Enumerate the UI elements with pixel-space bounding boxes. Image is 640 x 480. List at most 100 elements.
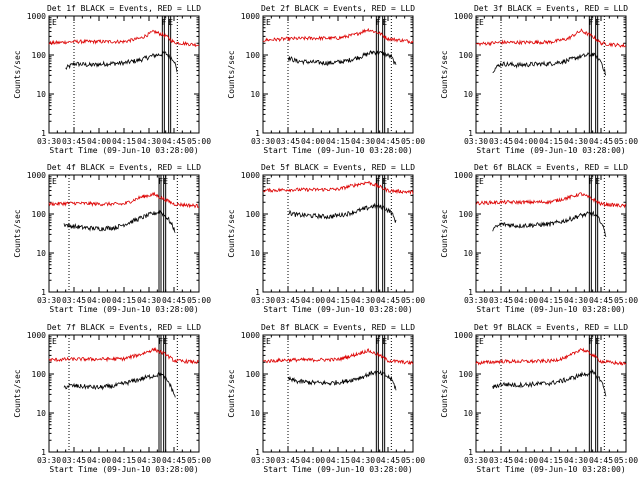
series-line-lld <box>48 346 200 365</box>
edge-marker-e: E <box>52 177 57 186</box>
marker-f: F <box>589 337 594 346</box>
plot-frame <box>262 15 414 134</box>
marker-e: E <box>595 18 600 27</box>
x-tick-label: 04:00 <box>301 296 325 305</box>
plot-frame <box>48 334 200 453</box>
x-tick-label: 04:30 <box>137 296 161 305</box>
edge-marker-e: E <box>52 18 57 27</box>
series-line-events <box>492 369 607 397</box>
x-axis-label: Start Time (09-Jun-10 03:28:00) <box>49 146 198 155</box>
y-tick-label: 1 <box>255 448 260 457</box>
y-tick-label: 10 <box>250 249 260 258</box>
y-tick-label: 1000 <box>454 331 473 340</box>
marker-f: F <box>158 337 163 346</box>
panel-det-2: Det 2f BLACK = Events, RED = LLD 1 10 100 10… <box>227 4 425 155</box>
x-tick-label: 03:30 <box>464 137 488 146</box>
panel-title: Det 2f BLACK = Events, RED = LLD <box>261 4 415 13</box>
series-line-events <box>287 369 397 391</box>
y-tick-label: 10 <box>250 90 260 99</box>
x-tick-label: 04:30 <box>137 456 161 465</box>
panel-det-4: Det 4f BLACK = Events, RED = LLD 1 10 100 10… <box>13 163 211 314</box>
edge-marker-e: E <box>479 177 484 186</box>
x-tick-label: 03:30 <box>251 137 275 146</box>
plot-frame <box>48 15 200 134</box>
x-tick-label: 05:00 <box>401 137 425 146</box>
series-line-lld <box>475 347 627 366</box>
x-tick-label: 04:15 <box>326 296 350 305</box>
edge-marker-e: E <box>479 337 484 346</box>
x-tick-label: 03:30 <box>464 456 488 465</box>
edge-marker-e: E <box>266 337 271 346</box>
y-tick-label: 1000 <box>454 12 473 21</box>
marker-f: F <box>589 177 594 186</box>
y-axis-label: Counts/sec <box>227 50 236 98</box>
x-tick-label: 04:00 <box>87 137 111 146</box>
marker-e: E <box>168 18 173 27</box>
x-tick-label: 04:45 <box>376 296 400 305</box>
x-tick-label: 03:45 <box>489 137 513 146</box>
y-tick-label: 1 <box>41 129 46 138</box>
x-tick-label: 04:45 <box>376 137 400 146</box>
x-tick-label: 04:45 <box>589 296 613 305</box>
y-axis-label: Counts/sec <box>227 369 236 417</box>
panel-title: Det 3f BLACK = Events, RED = LLD <box>474 4 628 13</box>
x-tick-label: 04:45 <box>589 456 613 465</box>
series-line-lld <box>262 180 414 195</box>
x-tick-label: 03:45 <box>62 456 86 465</box>
y-tick-label: 100 <box>459 51 474 60</box>
y-tick-label: 10 <box>463 90 473 99</box>
y-tick-label: 1000 <box>27 331 46 340</box>
series-line-events <box>63 371 176 398</box>
y-axis-label: Counts/sec <box>440 209 449 257</box>
marker-e: E <box>382 18 387 27</box>
x-tick-label: 05:00 <box>187 137 211 146</box>
x-tick-label: 04:15 <box>539 296 563 305</box>
y-tick-label: 1000 <box>27 12 46 21</box>
series-line-lld <box>48 29 200 48</box>
plot-frame <box>475 174 627 293</box>
x-tick-label: 05:00 <box>187 296 211 305</box>
y-tick-label: 1 <box>468 288 473 297</box>
x-tick-label: 03:30 <box>464 296 488 305</box>
x-tick-label: 04:30 <box>351 296 375 305</box>
panel-title: Det 1f BLACK = Events, RED = LLD <box>47 4 201 13</box>
marker-e: E <box>595 177 600 186</box>
y-tick-label: 10 <box>463 409 473 418</box>
y-tick-label: 1 <box>468 448 473 457</box>
y-tick-label: 1000 <box>241 171 260 180</box>
y-tick-label: 100 <box>32 210 47 219</box>
series-line-events <box>287 202 397 223</box>
y-axis-label: Counts/sec <box>227 209 236 257</box>
y-tick-label: 100 <box>459 370 474 379</box>
series-line-events <box>287 50 397 67</box>
x-axis-label: Start Time (09-Jun-10 03:28:00) <box>263 305 412 314</box>
y-tick-label: 100 <box>32 370 47 379</box>
series-line-events <box>492 52 607 76</box>
x-tick-label: 04:30 <box>564 456 588 465</box>
x-tick-label: 04:15 <box>326 456 350 465</box>
plot-frame <box>475 15 627 134</box>
marker-e: E <box>382 177 387 186</box>
panel-title: Det 4f BLACK = Events, RED = LLD <box>47 163 201 172</box>
x-tick-label: 04:15 <box>112 137 136 146</box>
x-tick-label: 04:30 <box>351 456 375 465</box>
y-tick-label: 100 <box>459 210 474 219</box>
y-tick-label: 1 <box>468 129 473 138</box>
x-tick-label: 03:45 <box>62 296 86 305</box>
x-tick-label: 03:45 <box>276 456 300 465</box>
y-axis-label: Counts/sec <box>13 50 22 98</box>
y-tick-label: 1000 <box>241 331 260 340</box>
x-tick-label: 04:00 <box>301 456 325 465</box>
panel-title: Det 7f BLACK = Events, RED = LLD <box>47 323 201 332</box>
x-tick-label: 04:45 <box>162 296 186 305</box>
y-tick-label: 100 <box>246 210 261 219</box>
panel-title: Det 5f BLACK = Events, RED = LLD <box>261 163 415 172</box>
panel-det-5: Det 5f BLACK = Events, RED = LLD 1 10 100 10… <box>227 163 425 314</box>
x-tick-label: 04:00 <box>301 137 325 146</box>
x-tick-label: 05:00 <box>401 456 425 465</box>
panel-det-3: Det 3f BLACK = Events, RED = LLD 1 10 100 10… <box>440 4 638 155</box>
y-tick-label: 10 <box>36 409 46 418</box>
series-line-events <box>492 210 607 237</box>
y-tick-label: 10 <box>36 90 46 99</box>
